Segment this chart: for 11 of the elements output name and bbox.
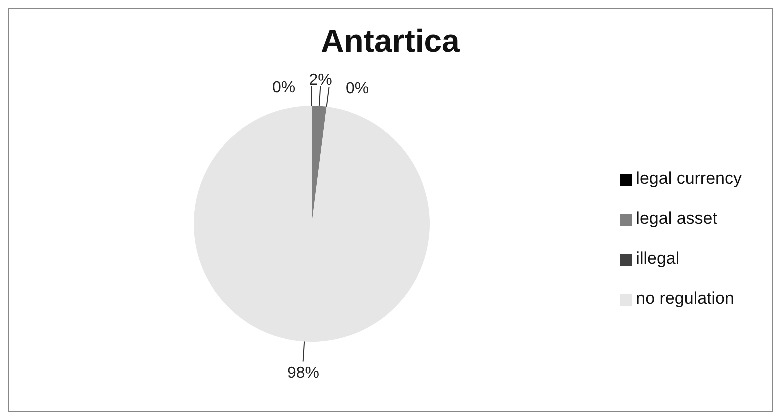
data-label: 98%	[287, 365, 320, 382]
legend-label: legal asset	[636, 209, 718, 228]
legend-label: legal currency	[636, 169, 742, 188]
text: 0%	[272, 80, 296, 96]
pie-slice	[312, 106, 327, 224]
pie-slice	[194, 106, 430, 342]
legend-label: no regulation	[636, 289, 734, 308]
text: 0%	[346, 80, 370, 98]
data-label: 2%	[309, 72, 332, 89]
chart-title: Antartica	[320, 23, 461, 60]
legend-label: illegal	[636, 249, 680, 268]
